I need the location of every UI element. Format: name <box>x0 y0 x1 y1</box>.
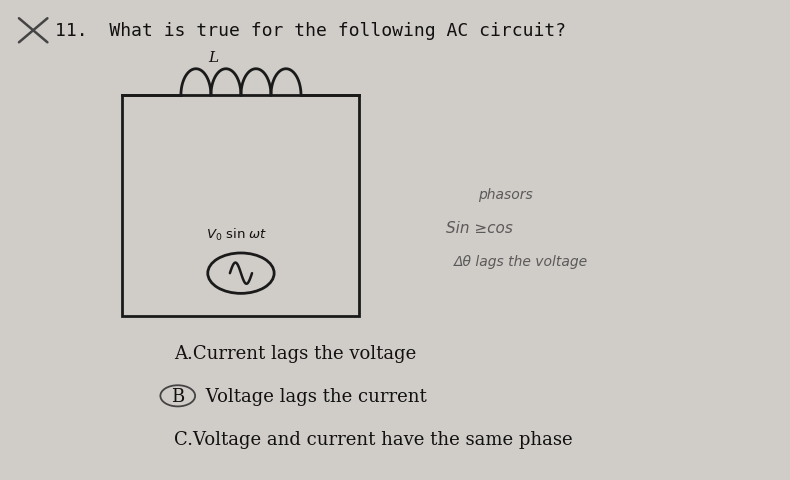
Text: A.Current lags the voltage: A.Current lags the voltage <box>174 344 416 362</box>
Text: $V_0$ sin $\omega t$: $V_0$ sin $\omega t$ <box>206 227 268 242</box>
Text: L: L <box>209 51 218 65</box>
Text: B: B <box>171 387 184 405</box>
Text: Sin ≥cos: Sin ≥cos <box>446 220 514 236</box>
Bar <box>122 96 359 317</box>
Text: 11.  What is true for the following AC circuit?: 11. What is true for the following AC ci… <box>55 22 566 40</box>
Text: C.Voltage and current have the same phase: C.Voltage and current have the same phas… <box>174 430 573 448</box>
Text: phasors: phasors <box>478 187 532 202</box>
Text: Voltage lags the current: Voltage lags the current <box>200 387 427 405</box>
Text: Δθ lags the voltage: Δθ lags the voltage <box>454 254 589 269</box>
